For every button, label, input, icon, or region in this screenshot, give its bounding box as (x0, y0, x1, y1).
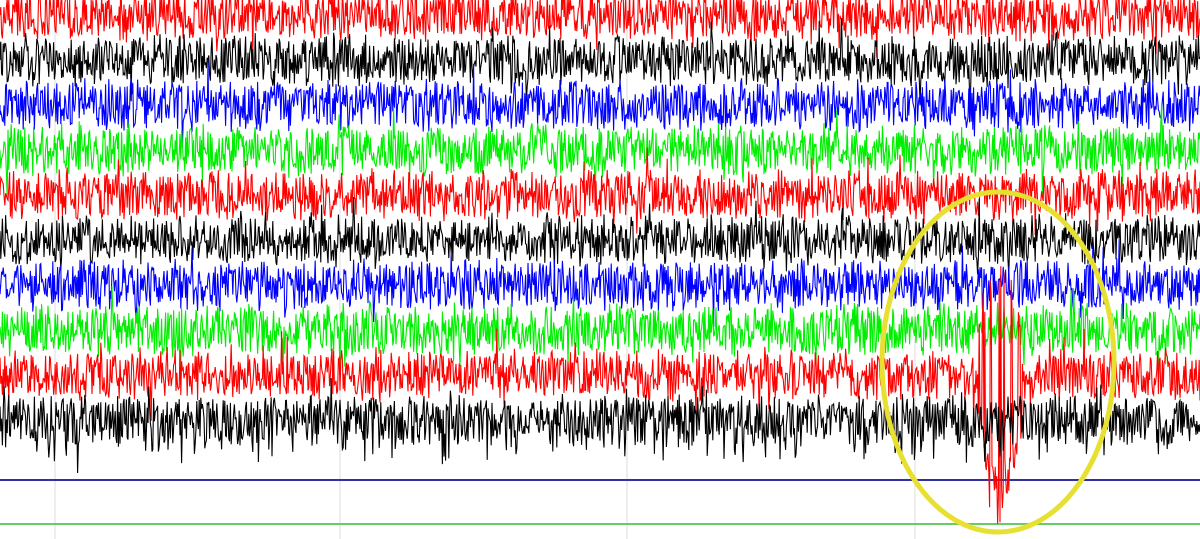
signal-trace (0, 18, 1200, 102)
signal-trace (0, 377, 1200, 474)
signal-trace (0, 0, 1200, 58)
signal-trace (0, 196, 1200, 276)
traces (0, 0, 1200, 524)
signal-trace (0, 238, 1200, 327)
signal-trace (0, 60, 1200, 148)
signal-trace (0, 147, 1200, 236)
signal-trace (0, 266, 1200, 524)
signal-trace (0, 104, 1200, 199)
highlight-ellipse (879, 189, 1117, 535)
